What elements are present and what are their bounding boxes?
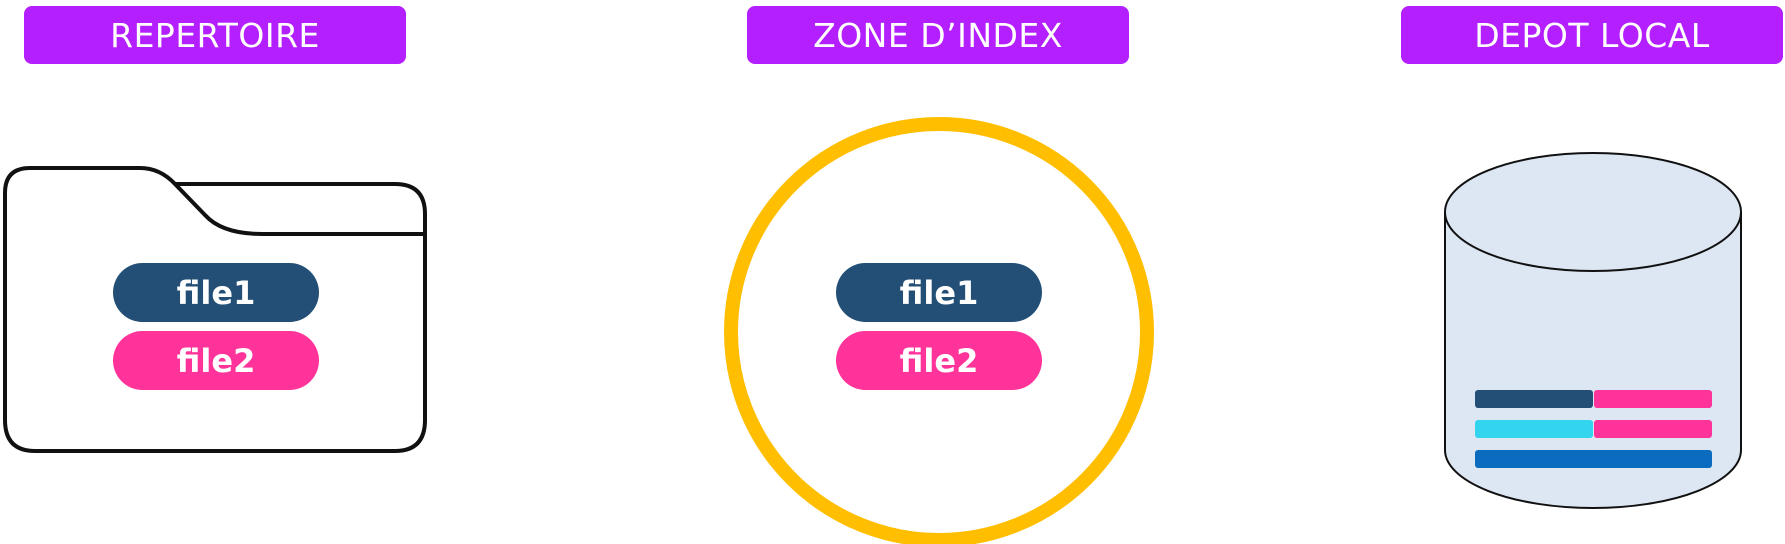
zone-index-label: ZONE D’INDEX	[747, 6, 1129, 64]
database-cylinder-icon	[1444, 152, 1742, 509]
db-bar-pink-1	[1594, 390, 1712, 408]
depot-local-label: DEPOT LOCAL	[1401, 6, 1783, 64]
index-circle-icon	[724, 117, 1154, 544]
repertoire-file1-chip: file1	[113, 263, 319, 322]
db-bar-navy	[1475, 390, 1593, 408]
db-bar-cyan	[1475, 420, 1593, 438]
repertoire-file2-chip: file2	[113, 331, 319, 390]
db-bar-blue	[1475, 450, 1712, 468]
zone-file1-chip: file1	[836, 263, 1042, 322]
repertoire-label: REPERTOIRE	[24, 6, 406, 64]
zone-file2-chip: file2	[836, 331, 1042, 390]
db-bar-pink-2	[1594, 420, 1712, 438]
